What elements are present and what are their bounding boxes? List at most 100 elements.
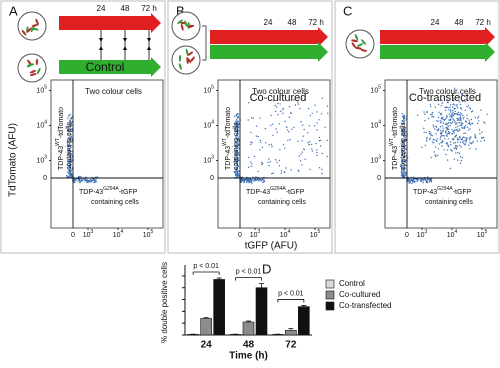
legend-swatch: [325, 301, 335, 311]
event-dot: [302, 135, 304, 137]
quadrant-label-part: -tGFP: [453, 189, 472, 196]
event-dot: [451, 128, 453, 131]
event-dot: [403, 128, 405, 130]
event-dot: [70, 123, 73, 125]
event-dot: [424, 144, 426, 147]
event-dot: [277, 114, 279, 116]
event-dot: [236, 157, 238, 159]
event-dot: [235, 154, 238, 157]
event-dot: [456, 104, 458, 106]
event-dot: [472, 140, 474, 142]
event-dot: [469, 128, 471, 130]
event-dot: [449, 141, 452, 143]
time-label: 48: [121, 4, 130, 13]
event-dot: [299, 108, 301, 110]
event-dot: [457, 130, 459, 132]
event-dot: [447, 146, 450, 148]
event-dot: [67, 171, 69, 173]
x-axis-label: tGFP (AFU): [245, 241, 298, 252]
event-dot: [66, 127, 68, 129]
event-dot: [404, 139, 406, 141]
event-dot: [238, 148, 240, 150]
bar: [200, 318, 212, 336]
event-dot: [286, 129, 289, 131]
event-dot: [69, 121, 71, 123]
event-dot: [274, 159, 277, 161]
red-arrow: [210, 27, 328, 47]
event-dot: [69, 137, 71, 139]
event-dot: [465, 141, 467, 143]
event-dot: [289, 138, 291, 141]
event-dot: [481, 131, 483, 133]
cell: [178, 54, 182, 62]
event-dot: [449, 111, 452, 113]
event-dot: [271, 145, 273, 148]
event-dot: [247, 166, 250, 168]
event-dot: [464, 140, 467, 142]
event-dot: [419, 178, 421, 180]
event-dot: [456, 117, 458, 120]
quadrant-label-sup: WT: [55, 138, 61, 146]
event-dot: [403, 168, 405, 170]
event-dot: [448, 119, 450, 121]
event-dot: [429, 132, 432, 134]
event-dot: [452, 114, 454, 116]
event-dot: [468, 123, 471, 125]
event-dot: [68, 166, 70, 168]
event-dot: [236, 172, 238, 175]
quadrant-label: Two colour cells: [419, 87, 476, 96]
event-dot: [309, 168, 311, 170]
event-dot: [423, 131, 425, 134]
event-dot: [237, 113, 239, 115]
event-dot: [70, 118, 73, 120]
event-dot: [416, 180, 418, 182]
event-dot: [68, 152, 70, 154]
event-dot: [321, 152, 323, 155]
event-dot: [423, 178, 425, 180]
event-dot: [401, 130, 404, 132]
sample-head: [123, 38, 127, 42]
event-dot: [469, 137, 471, 139]
event-dot: [238, 170, 240, 172]
event-dot: [435, 126, 438, 128]
event-dot: [403, 127, 405, 129]
event-dot: [70, 144, 73, 147]
condition-label: Co-transfected: [409, 92, 481, 104]
quadrant-label: TDP-43WT-tdTomato: [55, 107, 65, 170]
event-dot: [404, 136, 406, 139]
event-dot: [246, 178, 248, 180]
event-dot: [95, 176, 97, 178]
legend-swatch: [325, 290, 335, 300]
event-dot: [287, 139, 289, 142]
event-dot: [69, 149, 71, 151]
event-dot: [268, 144, 270, 146]
event-dot: [235, 124, 237, 126]
quadrant-label-part: -tdTomato: [392, 107, 399, 138]
event-dot: [256, 178, 258, 181]
event-dot: [475, 135, 477, 137]
x-tick-label: 104: [113, 229, 124, 239]
event-dot: [458, 117, 460, 120]
event-dot: [316, 154, 318, 157]
event-dot: [463, 132, 465, 134]
event-dot: [236, 116, 239, 118]
event-dot: [405, 174, 407, 176]
event-dot: [435, 155, 437, 157]
event-dot: [478, 129, 481, 131]
event-dot: [67, 176, 69, 178]
event-dot: [272, 100, 274, 102]
event-dot: [465, 94, 467, 97]
event-dot: [440, 118, 442, 120]
event-dot: [248, 102, 250, 104]
y-axis-label: % double positive cells: [160, 262, 169, 343]
y-tick-label: 105: [370, 85, 381, 95]
event-dot: [452, 137, 455, 140]
event-dot: [259, 139, 261, 142]
event-dot: [235, 146, 237, 148]
event-dot: [442, 122, 445, 124]
event-dot: [452, 121, 454, 123]
event-dot: [472, 142, 474, 144]
event-dot: [468, 129, 470, 131]
panel-letter: B: [176, 3, 185, 18]
event-dot: [474, 136, 476, 138]
